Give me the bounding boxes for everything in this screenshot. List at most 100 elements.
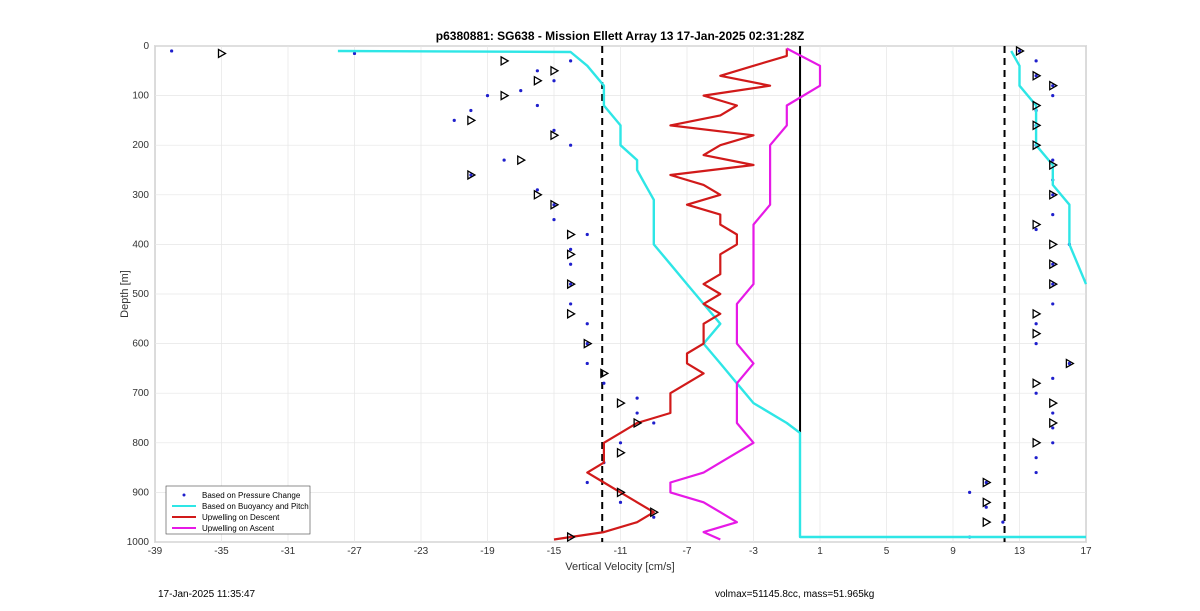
point-based-on-pressure-change (502, 158, 506, 162)
grid-lines (154, 45, 1087, 543)
point-based-on-pressure-change (1034, 322, 1038, 326)
x-tick-label: 17 (1080, 546, 1092, 557)
point-based-on-pressure-change (552, 203, 556, 207)
x-tick-label: 13 (1014, 546, 1026, 557)
point-based-on-pressure-change (984, 505, 988, 509)
point-based-on-pressure-change (585, 480, 589, 485)
y-tick-labels: 0 100 200 300 400 500 600 700 800 900 1000 (127, 41, 150, 548)
point-based-on-pressure-change (1051, 193, 1055, 197)
triangle-marker (566, 229, 576, 240)
point-based-on-pressure-change (1001, 520, 1005, 524)
triangle-marker (1049, 189, 1059, 200)
point-based-on-pressure-change (519, 89, 523, 93)
legend-box (165, 485, 311, 535)
y-tick-label: 100 (132, 91, 149, 102)
point-based-on-pressure-change (1051, 94, 1055, 98)
triangle-marker (1049, 278, 1059, 290)
triangle-marker (1032, 100, 1042, 111)
point-based-on-pressure-change (1051, 302, 1055, 306)
point-based-on-pressure-change (1051, 282, 1055, 286)
triangle-marker (1049, 417, 1059, 429)
triangle-marker (467, 169, 477, 181)
legend-label-buoyancy: Based on Buoyancy and Pitch (202, 502, 309, 511)
point-based-on-pressure-change (1034, 342, 1038, 346)
series-layer (170, 47, 1088, 541)
point-based-on-pressure-change (1051, 84, 1055, 88)
triangle-marker (500, 90, 510, 101)
point-based-on-pressure-change (635, 396, 639, 400)
triangle-marker (982, 517, 992, 528)
legend: Based on Pressure Change Based on Buoyan… (165, 485, 311, 535)
triangle-marker (1032, 70, 1042, 81)
x-tick-label: -31 (281, 546, 296, 557)
x-tick-label: -27 (347, 546, 362, 557)
point-based-on-pressure-change (1034, 74, 1038, 78)
triangle-marker (517, 154, 527, 166)
point-based-on-pressure-change (585, 232, 589, 237)
triangle-marker (566, 308, 576, 319)
triangle-marker (616, 397, 626, 409)
triangle-marker (566, 531, 576, 543)
y-tick-label: 700 (132, 388, 149, 399)
triangle-marker (1032, 378, 1042, 389)
y-tick-label: 400 (132, 239, 149, 250)
triangle-marker (1015, 45, 1025, 57)
x-tick-labels: -39 -35 -31 -27 -23 -19 -15 -11 -7 -3 1 5 9 13 17 (148, 546, 1092, 557)
point-based-on-pressure-change (1034, 59, 1038, 63)
point-based-on-pressure-change (552, 218, 556, 222)
triangle-marker (1032, 140, 1042, 151)
point-based-on-pressure-change (552, 128, 556, 132)
point-based-on-pressure-change (552, 79, 556, 83)
x-tick-label: -39 (148, 546, 163, 557)
triangle-marker (566, 278, 576, 290)
chart-title: p6380881: SG638 - Mission Ellett Array 1… (436, 29, 804, 43)
triangle-marker (650, 507, 660, 518)
triangle-marker (1049, 239, 1059, 250)
point-based-on-pressure-change (569, 59, 573, 63)
point-based-on-pressure-change (352, 51, 357, 56)
point-based-on-pressure-change (618, 441, 623, 445)
point-based-on-pressure-change (535, 69, 539, 73)
triangle-marker (533, 189, 543, 200)
point-based-on-pressure-change (569, 282, 573, 286)
legend-swatch-pressure (182, 493, 186, 497)
triangle-marker (1032, 219, 1042, 230)
point-based-on-pressure-change (469, 173, 473, 177)
triangle-marker (467, 115, 477, 126)
point-based-on-pressure-change (1034, 227, 1038, 232)
point-based-on-pressure-change (1034, 391, 1038, 395)
point-based-on-pressure-change (170, 49, 174, 53)
reference-lines (601, 46, 1006, 542)
point-based-on-pressure-change (968, 490, 972, 494)
point-based-on-pressure-change (1051, 426, 1055, 430)
x-tick-label: 5 (884, 546, 890, 557)
line-upwelling-on-descent (553, 48, 788, 541)
triangle-marker (1049, 397, 1059, 409)
x-tick-label: -3 (749, 546, 758, 557)
x-tick-label: -35 (214, 546, 229, 557)
triangle-marker (566, 249, 576, 260)
y-tick-label: 200 (132, 140, 149, 151)
triangle-marker (1049, 259, 1059, 270)
x-tick-label: -7 (683, 546, 692, 557)
marker-layer (217, 45, 1075, 543)
point-based-on-pressure-change (569, 302, 573, 306)
y-tick-label: 0 (143, 41, 149, 52)
triangle-marker (533, 75, 543, 86)
triangle-marker (1032, 437, 1042, 448)
point-based-on-pressure-change (1017, 49, 1022, 53)
point-based-on-pressure-change (569, 262, 573, 266)
point-based-on-pressure-change (569, 247, 573, 251)
point-based-on-pressure-change (652, 515, 656, 519)
point-based-on-pressure-change (984, 480, 988, 485)
point-based-on-pressure-change (535, 103, 539, 108)
triangle-marker (633, 417, 643, 429)
point-based-on-pressure-change (1051, 441, 1055, 445)
triangle-marker (1032, 328, 1042, 339)
point-based-on-pressure-change (635, 411, 639, 415)
x-axis-label: Vertical Velocity [cm/s] (565, 561, 674, 573)
point-based-on-pressure-change (1051, 158, 1055, 162)
x-tick-label: -19 (480, 546, 495, 557)
point-based-on-pressure-change (469, 108, 473, 113)
